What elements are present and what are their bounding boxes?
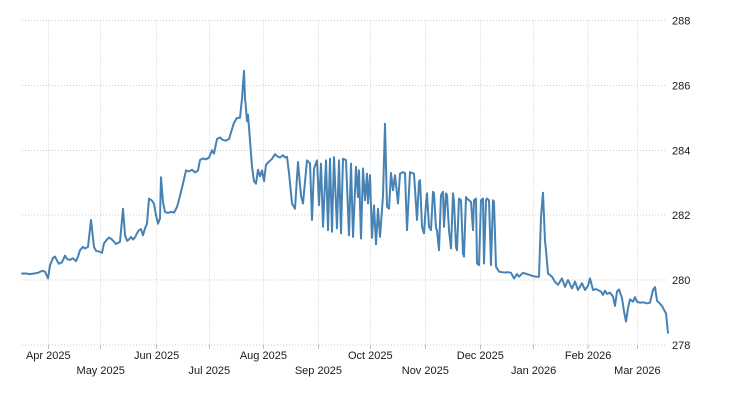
x-axis-month-label: Jul 2025 [189,365,231,377]
y-axis-tick-label: 286 [672,81,690,93]
gridlines [22,20,667,346]
x-axis-month-label: Oct 2025 [348,350,393,362]
x-axis-month-label: May 2025 [77,365,125,377]
y-axis-tick-label: 288 [672,16,690,28]
x-axis-month-label: Dec 2025 [457,350,504,362]
x-axis-month-label: Apr 2025 [26,350,71,362]
x-axis-month-label: Jan 2026 [511,365,556,377]
x-axis-month-label: Nov 2025 [402,365,449,377]
axis-labels: 288 286 284 282 280 278 Apr 2025 May 2025 Jun 20… [26,16,690,377]
x-axis-month-label: Sep 2025 [295,365,342,377]
price-line [21,69,669,334]
y-axis-tick-label: 278 [672,340,690,352]
axis-ticks [47,344,638,349]
y-axis-tick-label: 284 [672,145,690,157]
x-axis-month-label: Mar 2026 [614,365,660,377]
x-axis-month-label: Aug 2025 [240,350,287,362]
x-axis-month-label: Feb 2026 [565,350,611,362]
price-series [21,69,669,334]
y-axis-tick-label: 282 [672,210,690,222]
y-axis-tick-label: 280 [672,275,690,287]
x-axis-month-label: Jun 2025 [134,350,179,362]
